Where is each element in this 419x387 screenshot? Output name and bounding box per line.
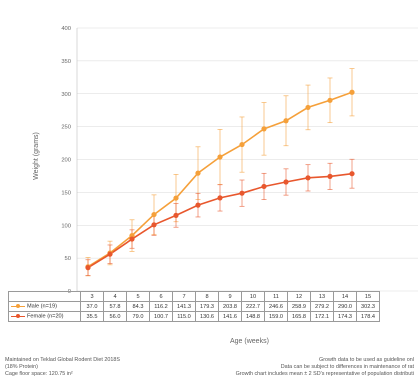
data-point-female xyxy=(85,265,91,271)
data-label-male: 37.0 xyxy=(80,301,104,312)
data-point-male xyxy=(217,154,223,160)
data-point-female xyxy=(327,173,333,179)
data-label-male: 279.2 xyxy=(310,301,334,312)
note-line: Growth chart includes mean ± 2 SD's repr… xyxy=(235,371,414,378)
series-points xyxy=(85,89,355,271)
data-label-male: 179.3 xyxy=(195,301,219,312)
data-point-male xyxy=(305,104,311,111)
data-point-male xyxy=(151,211,157,218)
x-tick-label: 15 xyxy=(356,291,380,302)
table-row-female: Female (n=20) 35.5 56.0 79.0 100.7 115.0… xyxy=(8,311,380,322)
data-label-male: 246.6 xyxy=(264,301,288,312)
data-label-male: 141.3 xyxy=(172,301,196,312)
note-line: Data can be subject to differences in ma… xyxy=(280,364,414,371)
data-label-male: 222.7 xyxy=(241,301,265,312)
y-tick-label: 200 xyxy=(61,158,71,164)
x-tick-label: 8 xyxy=(195,291,219,302)
data-point-female xyxy=(195,202,201,208)
data-point-female xyxy=(261,183,267,190)
legend-swatch-female xyxy=(11,313,25,319)
x-tick-label: 10 xyxy=(241,291,265,302)
x-tick-label: 3 xyxy=(80,291,104,302)
y-tick-label: 50 xyxy=(65,256,71,262)
x-tick-label: 4 xyxy=(103,291,127,302)
y-tick-label: 400 xyxy=(61,26,71,32)
data-label-male: 203.8 xyxy=(218,301,242,312)
y-tick-label: 300 xyxy=(61,92,71,98)
data-label-female: 56.0 xyxy=(103,311,127,322)
x-tick-label: 12 xyxy=(287,291,311,302)
note-line: (18% Protein) xyxy=(5,364,38,371)
y-tick-label: 150 xyxy=(61,190,71,196)
data-point-male xyxy=(327,97,333,103)
data-point-female xyxy=(283,179,289,185)
data-point-female xyxy=(151,222,157,228)
y-axis-label: Weight (grams) xyxy=(33,132,40,180)
legend-entry-female: Female (n=20) xyxy=(8,311,81,322)
legend-label-male: Male (n=19) xyxy=(27,303,58,310)
data-point-female xyxy=(305,175,311,181)
data-point-male xyxy=(283,118,289,124)
data-label-female: 115.0 xyxy=(172,311,196,322)
x-tick-label: 13 xyxy=(310,291,334,302)
x-axis-label: Age (weeks) xyxy=(230,338,269,345)
data-point-female xyxy=(217,195,223,201)
x-tick-label: 11 xyxy=(264,291,288,302)
x-tick-label: 14 xyxy=(333,291,357,302)
x-tick-label: 9 xyxy=(218,291,242,302)
data-label-male: 84.3 xyxy=(126,301,150,312)
data-label-female: 174.3 xyxy=(333,311,357,322)
data-table: 3 4 5 6 7 8 9 10 11 12 13 14 15 Male (n=… xyxy=(8,291,380,322)
data-label-female: 141.6 xyxy=(218,311,242,322)
x-tick-label: 6 xyxy=(149,291,173,302)
data-label-female: 130.6 xyxy=(195,311,219,322)
note-line: Growth data to be used as guideline onl xyxy=(319,357,414,363)
data-label-female: 100.7 xyxy=(149,311,173,322)
x-tick-label: 5 xyxy=(126,291,150,302)
y-tick-label: 100 xyxy=(61,223,71,229)
data-point-female xyxy=(107,251,113,257)
data-point-male xyxy=(239,141,245,148)
table-corner-cell xyxy=(8,291,81,302)
data-point-female xyxy=(129,236,135,242)
table-header-row: 3 4 5 6 7 8 9 10 11 12 13 14 15 xyxy=(8,291,380,302)
data-label-female: 148.8 xyxy=(241,311,265,322)
data-point-male xyxy=(261,126,267,132)
data-point-male xyxy=(349,89,355,95)
data-label-female: 79.0 xyxy=(126,311,150,322)
legend-entry-male: Male (n=19) xyxy=(8,301,81,312)
data-label-female: 159.0 xyxy=(264,311,288,322)
data-point-male xyxy=(173,195,179,201)
data-label-male: 258.9 xyxy=(287,301,311,312)
y-tick-label: 250 xyxy=(61,125,71,131)
legend-label-female: Female (n=20) xyxy=(27,313,64,320)
legend-swatch-male xyxy=(11,303,25,309)
table-row-male: Male (n=19) 37.0 57.8 84.3 116.2 141.3 1… xyxy=(8,301,380,312)
guideline-notes: Growth data to be used as guideline onl … xyxy=(236,357,414,379)
diet-notes: Maintained on Teklad Global Rodent Diet … xyxy=(5,357,120,379)
data-label-female: 178.4 xyxy=(356,311,380,322)
grid-lines xyxy=(76,27,418,292)
data-label-male: 57.8 xyxy=(103,301,127,312)
data-point-female xyxy=(173,212,179,218)
data-point-male xyxy=(195,170,201,176)
note-line: Cage floor space: 120.75 in² xyxy=(5,371,73,378)
data-point-female xyxy=(239,190,245,196)
data-label-female: 165.8 xyxy=(287,311,311,322)
data-label-male: 290.0 xyxy=(333,301,357,312)
x-tick-label: 7 xyxy=(172,291,196,302)
y-tick-label: 350 xyxy=(61,59,71,65)
data-label-male: 116.2 xyxy=(149,301,173,312)
note-line: Maintained on Teklad Global Rodent Diet … xyxy=(5,357,120,363)
error-bars xyxy=(85,68,355,277)
data-label-female: 35.5 xyxy=(80,311,104,322)
data-label-female: 172.1 xyxy=(310,311,334,322)
data-point-female xyxy=(349,171,355,177)
data-label-male: 302.3 xyxy=(356,301,380,312)
